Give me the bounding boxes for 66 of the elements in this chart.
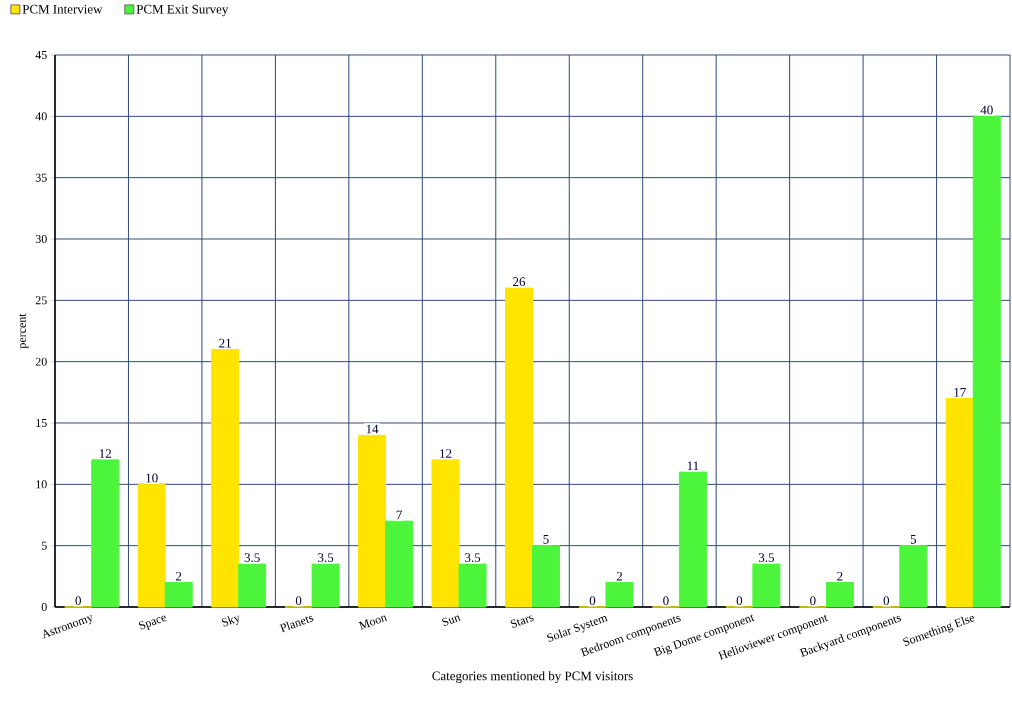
bar bbox=[211, 348, 240, 608]
x-tick-label: Moon bbox=[358, 615, 388, 630]
data-label: 3.5 bbox=[318, 553, 334, 563]
data-label: 10 bbox=[146, 473, 158, 483]
data-label: 40 bbox=[980, 105, 993, 115]
bar bbox=[358, 434, 387, 608]
y-tick-label: 40 bbox=[35, 112, 47, 121]
data-label: 7 bbox=[396, 510, 402, 520]
data-label: 0 bbox=[75, 596, 81, 606]
data-label: 0 bbox=[589, 596, 596, 606]
bar bbox=[385, 520, 414, 608]
data-label: 0 bbox=[736, 596, 743, 606]
bar bbox=[164, 581, 193, 608]
bar bbox=[945, 397, 974, 608]
data-label: 0 bbox=[810, 596, 816, 606]
bar bbox=[431, 459, 460, 608]
y-tick-label: 35 bbox=[35, 173, 47, 182]
bar bbox=[532, 545, 561, 608]
data-label: 3.5 bbox=[244, 553, 260, 563]
bar bbox=[311, 563, 340, 608]
data-label: 12 bbox=[99, 449, 111, 458]
x-tick-label: Sky bbox=[221, 615, 239, 627]
bar bbox=[137, 483, 166, 608]
y-tick-label: 0 bbox=[41, 602, 47, 612]
data-label: 12 bbox=[440, 449, 452, 458]
bar bbox=[458, 563, 487, 608]
data-label: 2 bbox=[176, 571, 182, 581]
x-axis-title: Categories mentioned by PCM visitors bbox=[432, 671, 633, 683]
data-label: 0 bbox=[663, 596, 669, 606]
bar bbox=[899, 545, 928, 608]
data-label: 3.5 bbox=[465, 553, 481, 563]
bar bbox=[678, 471, 707, 608]
x-tick-label: Sun bbox=[442, 615, 461, 627]
data-label: 3.5 bbox=[758, 553, 774, 563]
x-tick-label: Planets bbox=[279, 615, 314, 633]
legend-label: PCM Exit Survey bbox=[136, 4, 229, 17]
data-label: 17 bbox=[954, 387, 966, 397]
bar bbox=[752, 563, 781, 608]
data-label: 26 bbox=[513, 277, 526, 287]
data-label: 14 bbox=[366, 424, 379, 434]
bar bbox=[238, 563, 267, 608]
data-label: 0 bbox=[883, 596, 890, 606]
x-tick-label: Stars bbox=[510, 615, 534, 628]
y-tick-label: 5 bbox=[41, 541, 47, 550]
data-label: 5 bbox=[910, 535, 917, 544]
x-tick-label: Space bbox=[138, 615, 167, 631]
y-tick-label: 25 bbox=[35, 296, 47, 305]
x-tick-label: Solar System bbox=[547, 615, 608, 642]
bar bbox=[505, 287, 534, 608]
legend-label: PCM Interview bbox=[22, 4, 103, 14]
y-axis-title: percent bbox=[19, 313, 29, 349]
data-label: 2 bbox=[616, 571, 622, 581]
bar bbox=[605, 581, 634, 608]
bar bbox=[825, 581, 854, 608]
y-tick-label: 15 bbox=[36, 418, 47, 427]
y-tick-label: 30 bbox=[35, 234, 47, 244]
y-tick-label: 20 bbox=[35, 357, 47, 366]
y-tick-label: 45 bbox=[35, 50, 47, 59]
data-label: 5 bbox=[543, 535, 549, 544]
data-label: 0 bbox=[295, 596, 302, 606]
bar bbox=[91, 459, 120, 608]
data-label: 11 bbox=[687, 461, 699, 471]
y-tick-label: 10 bbox=[36, 480, 47, 489]
data-label: 2 bbox=[837, 571, 843, 581]
bar bbox=[972, 115, 1001, 608]
data-label: 21 bbox=[219, 338, 231, 348]
